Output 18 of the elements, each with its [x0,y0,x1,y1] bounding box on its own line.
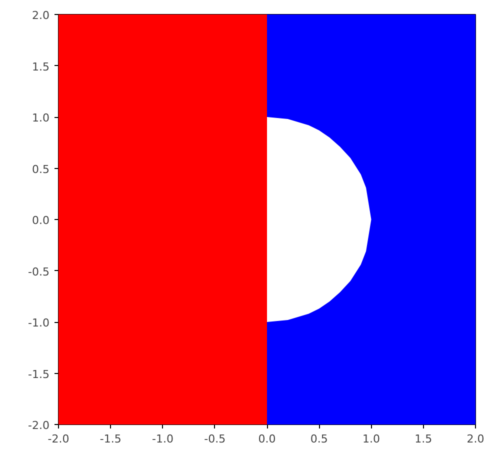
x-tick-label: -0.5 [204,432,226,446]
y-tick-label: 2.0 [32,9,50,22]
y-tick-label: 0.5 [32,162,50,176]
x-tick-label: -1.0 [152,432,174,446]
y-tick-label: -0.5 [28,265,50,278]
y-tick-label: 1.5 [32,60,50,74]
x-tick-label: 1.5 [414,432,432,446]
x-tick-label: 0.0 [258,432,276,446]
x-tick-label: 2.0 [466,432,484,446]
y-tick-label: -2.0 [28,419,50,432]
x-tick-label: -1.5 [100,432,122,446]
x-tick-label: 1.0 [362,432,380,446]
y-tick-label: -1.0 [28,316,50,330]
y-tick-label: 1.0 [32,112,50,124]
x-tick-label: 0.5 [310,432,328,446]
x-tick-label: -2.0 [48,432,70,446]
y-tick-label: 0.0 [32,214,50,227]
y-tick-label: -1.5 [28,368,50,381]
